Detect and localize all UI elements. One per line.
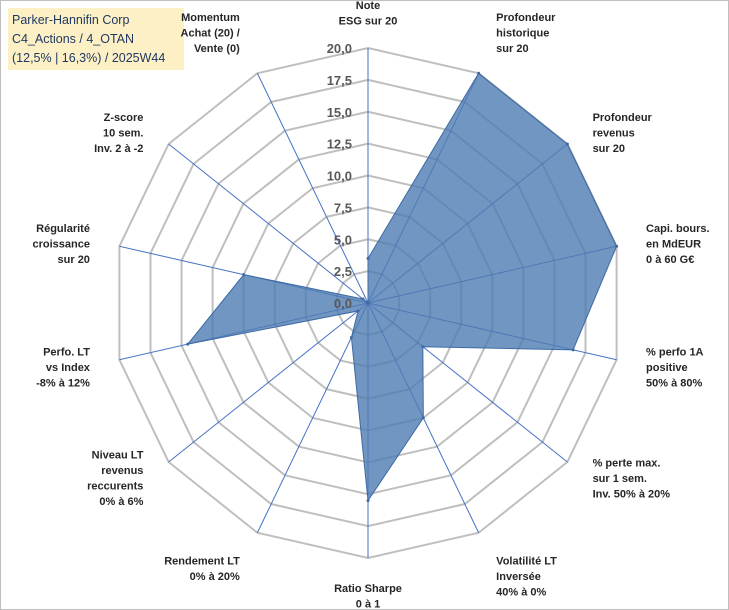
axis-label: Niveau LT revenus reccurents 0% à 6% [87,450,144,509]
tick-label: 17,5 [327,73,352,88]
series-point [571,348,575,352]
axis-label: Note ESG sur 20 [339,0,398,28]
tick-label: 20,0 [327,41,352,56]
axis-label: Momentum Achat (20) / Vente (0) [181,12,241,55]
series-point [565,142,569,146]
axis-label: Volatilité LT Inversée 40% à 0% [496,556,557,599]
tick-label: 15,0 [327,105,352,120]
tick-label: 7,5 [334,200,352,215]
tick-label: 2,5 [334,264,352,279]
title-category: C4_Actions / 4_OTAN [12,32,135,46]
series-point [356,309,360,313]
series-area [186,72,618,503]
series-point [349,335,353,339]
series-point [366,499,370,503]
series-point [421,345,425,349]
axis-label: Capi. bours. en MdEUR 0 à 60 G€ [646,223,710,266]
radar-series [186,71,619,503]
title-period: (12,5% | 16,3%) / 2025W44 [12,51,166,65]
tick-label: 12,5 [327,137,352,152]
axis-label: Profondeur revenus sur 20 [593,112,653,155]
axis-label: Rendement LT 0% à 20% [164,556,240,584]
series-point [615,244,619,248]
series-point [242,273,246,277]
axis-label: Régularité croissance sur 20 [32,223,89,266]
title-company: Parker-Hannifin Corp [12,13,130,27]
axis-label: Z-score 10 sem. Inv. 2 à -2 [94,112,143,155]
series-point [366,301,370,305]
axis-label: % perfo 1A positive 50% à 80% [646,346,704,389]
series-point [477,71,481,75]
series-point [421,416,425,420]
chart-title-box: Parker-Hannifin Corp C4_Actions / 4_OTAN… [8,8,184,70]
axis-spoke [256,302,369,533]
axis-spoke [168,143,369,304]
axis-spoke [168,302,369,463]
axis-label: % perte max. sur 1 sem. Inv. 50% à 20% [593,457,671,500]
series-point [186,342,190,346]
axis-spoke [256,73,369,304]
axis-label: Perfo. LT vs Index -8% à 12% [36,346,91,389]
axis-label: Profondeur historique sur 20 [496,12,556,55]
tick-label: 0,0 [334,296,352,311]
tick-label: 5,0 [334,232,352,247]
series-point [366,256,370,260]
radar-tick-labels: 0,0 2,5 5,0 7,5 10,0 12,5 15,0 17,5 20,0 [327,41,352,311]
tick-label: 10,0 [327,169,352,184]
series-point [361,297,365,301]
radar-axis-labels: Note ESG sur 20 Profondeur historique sur 20… [32,0,709,610]
axis-label: Ratio Sharpe 0 à 1 [334,583,402,610]
